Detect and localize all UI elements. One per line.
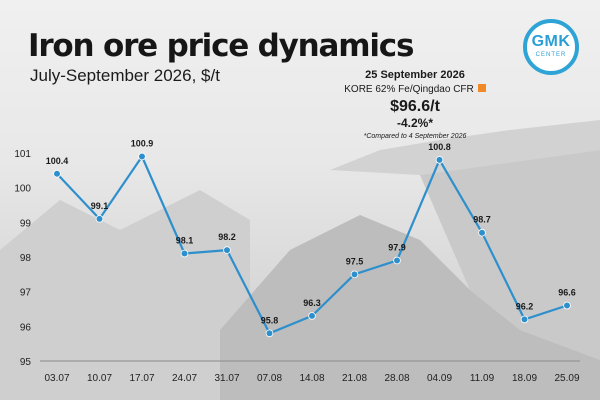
data-point bbox=[478, 228, 486, 237]
y-axis: 95 96 97 98 99 100 101 bbox=[14, 149, 580, 368]
gmk-center-logo: GMK CENTER bbox=[523, 19, 579, 75]
x-tick-label: 17.07 bbox=[129, 373, 154, 384]
index-color-swatch bbox=[477, 84, 486, 92]
data-point bbox=[53, 170, 61, 178]
data-label: 100.4 bbox=[46, 156, 69, 166]
x-tick-label: 18.09 bbox=[512, 373, 537, 384]
data-label: 96.3 bbox=[303, 298, 321, 308]
x-tick-label: 21.08 bbox=[342, 373, 367, 384]
data-point bbox=[223, 246, 231, 254]
info-date: 25 September 2026 bbox=[365, 69, 465, 81]
price-series bbox=[53, 152, 571, 338]
x-tick-label: 04.09 bbox=[427, 373, 452, 384]
data-point bbox=[138, 152, 146, 161]
data-point bbox=[350, 270, 359, 279]
x-tick-label: 07.08 bbox=[257, 373, 282, 384]
data-point bbox=[520, 315, 529, 324]
x-axis: 03.07 10.07 17.07 24.07 31.07 07.08 14.08 21.08… bbox=[44, 373, 579, 384]
y-tick-label: 99 bbox=[20, 218, 32, 229]
data-point bbox=[563, 301, 571, 310]
y-tick-label: 97 bbox=[20, 288, 32, 299]
x-tick-label: 10.07 bbox=[87, 373, 112, 384]
x-tick-label: 25.09 bbox=[554, 373, 579, 384]
x-tick-label: 28.08 bbox=[384, 373, 409, 384]
x-tick-label: 11.09 bbox=[470, 373, 495, 384]
chart-subtitle: July-September 2026, $/t bbox=[30, 66, 220, 85]
data-label: 97.9 bbox=[388, 242, 406, 252]
logo-main-text: GMK bbox=[531, 33, 571, 50]
data-label: 96.2 bbox=[516, 301, 534, 311]
data-label: 100.8 bbox=[428, 142, 451, 152]
data-label: 98.1 bbox=[176, 236, 194, 246]
info-index-line: KORE 62% Fe/Qingdao CFR bbox=[340, 82, 490, 98]
info-index: KORE 62% Fe/Qingdao CFR bbox=[344, 84, 474, 95]
data-point bbox=[95, 215, 104, 223]
x-tick-label: 24.07 bbox=[172, 373, 197, 384]
x-tick-label: 03.07 bbox=[44, 373, 69, 384]
y-tick-label: 100 bbox=[14, 184, 31, 195]
data-label: 98.2 bbox=[218, 232, 236, 242]
info-change: -4.2%* bbox=[396, 116, 434, 130]
y-tick-label: 95 bbox=[20, 357, 32, 368]
x-tick-label: 14.08 bbox=[299, 373, 324, 384]
data-point bbox=[435, 156, 444, 164]
data-label: 100.9 bbox=[131, 138, 154, 148]
y-tick-label: 96 bbox=[20, 322, 32, 333]
chart-title: Iron ore price dynamics bbox=[28, 28, 414, 64]
data-label: 97.5 bbox=[346, 256, 364, 266]
price-info-box: 25 September 2026 KORE 62% Fe/Qingdao CF… bbox=[340, 68, 490, 142]
data-label: 98.7 bbox=[473, 215, 491, 225]
y-tick-label: 101 bbox=[14, 149, 31, 160]
data-point bbox=[180, 249, 189, 258]
data-point bbox=[308, 312, 316, 320]
info-price: $96.6/t bbox=[390, 98, 440, 115]
logo-sub-text: CENTER bbox=[535, 52, 567, 58]
x-tick-label: 31.07 bbox=[214, 373, 239, 384]
data-label: 99.1 bbox=[91, 201, 109, 211]
data-point bbox=[393, 256, 401, 265]
info-footnote: *Compared to 4 September 2026 bbox=[363, 133, 467, 140]
data-point bbox=[265, 329, 274, 338]
data-labels: 100.4 99.1 100.9 98.1 98.2 95.8 96.3 97.5 97.9 10… bbox=[46, 138, 576, 325]
data-label: 95.8 bbox=[261, 315, 279, 325]
data-label: 96.6 bbox=[558, 288, 576, 298]
y-tick-label: 98 bbox=[20, 253, 32, 264]
